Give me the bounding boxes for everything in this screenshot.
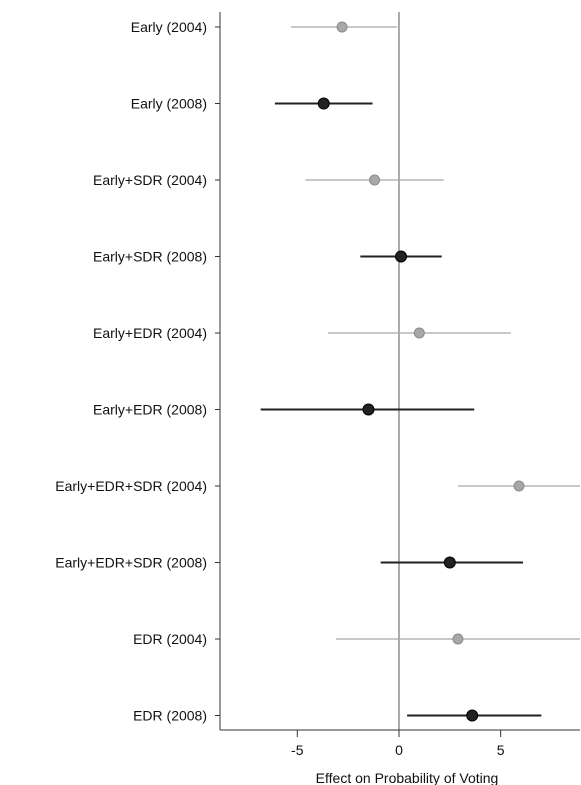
point-estimate bbox=[413, 327, 425, 339]
point-estimate bbox=[317, 97, 330, 110]
point-estimate bbox=[362, 403, 375, 416]
category-label: Early (2004) bbox=[131, 19, 207, 35]
x-axis: -5 0 5 bbox=[220, 729, 580, 758]
error-bars-layer bbox=[260, 26, 580, 717]
x-axis-title: Effect on Probability of Voting bbox=[316, 770, 499, 785]
category-label: Early+SDR (2008) bbox=[93, 249, 207, 265]
point-estimate bbox=[443, 556, 456, 569]
category-label: Early (2008) bbox=[131, 96, 207, 112]
point-estimate bbox=[336, 21, 348, 33]
point-estimate bbox=[369, 174, 381, 186]
category-label: EDR (2004) bbox=[133, 631, 207, 647]
category-label: Early+EDR+SDR (2008) bbox=[55, 555, 207, 571]
point-estimate bbox=[452, 633, 464, 645]
point-estimate bbox=[466, 709, 479, 722]
category-label: Early+EDR (2008) bbox=[93, 402, 207, 418]
category-label: Early+EDR (2004) bbox=[93, 325, 207, 341]
x-tick-label: -5 bbox=[291, 742, 304, 758]
point-estimate bbox=[395, 250, 408, 263]
point-estimate bbox=[513, 480, 525, 492]
category-label: EDR (2008) bbox=[133, 708, 207, 724]
x-tick-label: 5 bbox=[497, 742, 505, 758]
category-label: Early+EDR+SDR (2004) bbox=[55, 478, 207, 494]
y-axis: Early (2004) Early (2008) Early+SDR (2004)… bbox=[55, 12, 221, 730]
x-tick-label: 0 bbox=[395, 742, 403, 758]
points-layer bbox=[317, 21, 525, 722]
category-label: Early+SDR (2004) bbox=[93, 172, 207, 188]
